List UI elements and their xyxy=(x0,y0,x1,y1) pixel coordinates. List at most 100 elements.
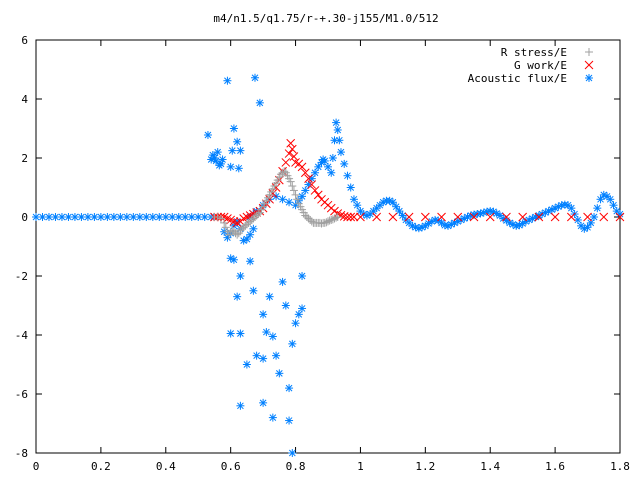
data-point xyxy=(259,354,268,363)
data-point xyxy=(268,332,277,341)
y-tick-label: 4 xyxy=(21,93,28,106)
data-point xyxy=(528,214,537,223)
data-point xyxy=(324,162,332,171)
data-point xyxy=(463,213,472,221)
data-point xyxy=(280,167,289,176)
data-point xyxy=(289,152,299,161)
data-point xyxy=(265,194,274,204)
data-point xyxy=(583,212,592,222)
data-point xyxy=(181,213,190,221)
data-point xyxy=(502,212,511,222)
x-tick-label: 1.8 xyxy=(610,460,630,473)
data-point xyxy=(287,144,297,154)
data-point xyxy=(168,213,177,221)
data-point xyxy=(356,212,365,222)
data-point xyxy=(221,223,230,232)
data-point xyxy=(349,195,358,204)
y-tick-label: 2 xyxy=(21,152,28,165)
data-point xyxy=(599,190,608,199)
data-point xyxy=(259,398,268,407)
data-point xyxy=(466,211,475,220)
data-point xyxy=(320,156,329,165)
data-point xyxy=(427,217,436,226)
data-point xyxy=(249,286,258,295)
data-point xyxy=(203,130,212,139)
data-point xyxy=(518,219,527,228)
y-tick-label: 0 xyxy=(21,211,28,224)
data-point xyxy=(606,195,615,204)
data-point xyxy=(239,236,248,245)
data-point xyxy=(317,219,326,228)
data-point xyxy=(453,212,463,222)
data-point xyxy=(379,198,388,207)
data-point xyxy=(246,230,255,239)
y-tick-label: -4 xyxy=(15,329,29,342)
data-point xyxy=(362,211,371,220)
data-point xyxy=(281,301,290,310)
data-point xyxy=(340,159,349,168)
x-tick-label: 0.2 xyxy=(91,460,111,473)
data-point xyxy=(226,329,235,338)
x-tick-label: 0.4 xyxy=(156,460,176,473)
data-point xyxy=(515,221,524,230)
data-point xyxy=(335,136,344,145)
x-axis: 0 0.2 0.4 0.6 0.8 1 1.2 1.4 1.6 1.8 xyxy=(33,40,630,473)
data-point xyxy=(286,138,296,148)
data-point xyxy=(327,168,336,177)
x-tick-label: 1.2 xyxy=(415,460,435,473)
data-point xyxy=(272,351,281,360)
data-point xyxy=(259,310,268,319)
x-tick-label: 0.8 xyxy=(286,460,306,473)
data-point xyxy=(310,186,320,195)
data-point xyxy=(236,146,245,155)
y-tick-label: -2 xyxy=(15,270,28,283)
data-point xyxy=(525,215,534,224)
data-point xyxy=(404,212,414,222)
data-point xyxy=(485,212,495,222)
data-point xyxy=(609,201,618,210)
data-point xyxy=(420,212,430,222)
data-point xyxy=(349,212,359,222)
data-point xyxy=(325,216,334,225)
data-point xyxy=(593,204,602,213)
x-tick-label: 1.6 xyxy=(545,460,565,473)
data-point xyxy=(566,212,576,222)
data-point xyxy=(233,137,242,146)
data-point xyxy=(346,183,355,192)
legend-label: Acoustic flux/E xyxy=(468,72,567,85)
data-point xyxy=(291,158,300,167)
data-point xyxy=(246,257,255,266)
data-point xyxy=(249,224,258,233)
data-point xyxy=(343,171,352,180)
data-point xyxy=(271,183,281,192)
data-point xyxy=(281,158,291,167)
data-point xyxy=(228,146,237,155)
data-point xyxy=(213,148,222,157)
data-point xyxy=(32,213,40,221)
data-point xyxy=(541,208,550,217)
legend-marker xyxy=(585,48,593,56)
data-point xyxy=(275,369,284,378)
data-point xyxy=(307,180,317,189)
data-point xyxy=(262,328,271,337)
data-point xyxy=(469,212,479,222)
data-point xyxy=(328,215,337,224)
x-tick-label: 0.6 xyxy=(221,460,241,473)
data-point xyxy=(301,186,310,195)
data-point xyxy=(521,217,530,226)
data-point xyxy=(161,213,170,221)
plot-frame xyxy=(35,39,621,454)
data-point xyxy=(216,214,225,223)
data-point xyxy=(229,255,238,264)
data-point xyxy=(447,220,456,229)
data-point xyxy=(508,220,517,229)
data-point xyxy=(444,221,453,230)
data-point xyxy=(460,214,469,223)
y-tick-label: -6 xyxy=(15,388,28,401)
data-point xyxy=(596,195,605,204)
data-point xyxy=(346,212,356,222)
data-point xyxy=(324,217,332,226)
data-point xyxy=(135,213,144,221)
data-point xyxy=(320,218,329,227)
